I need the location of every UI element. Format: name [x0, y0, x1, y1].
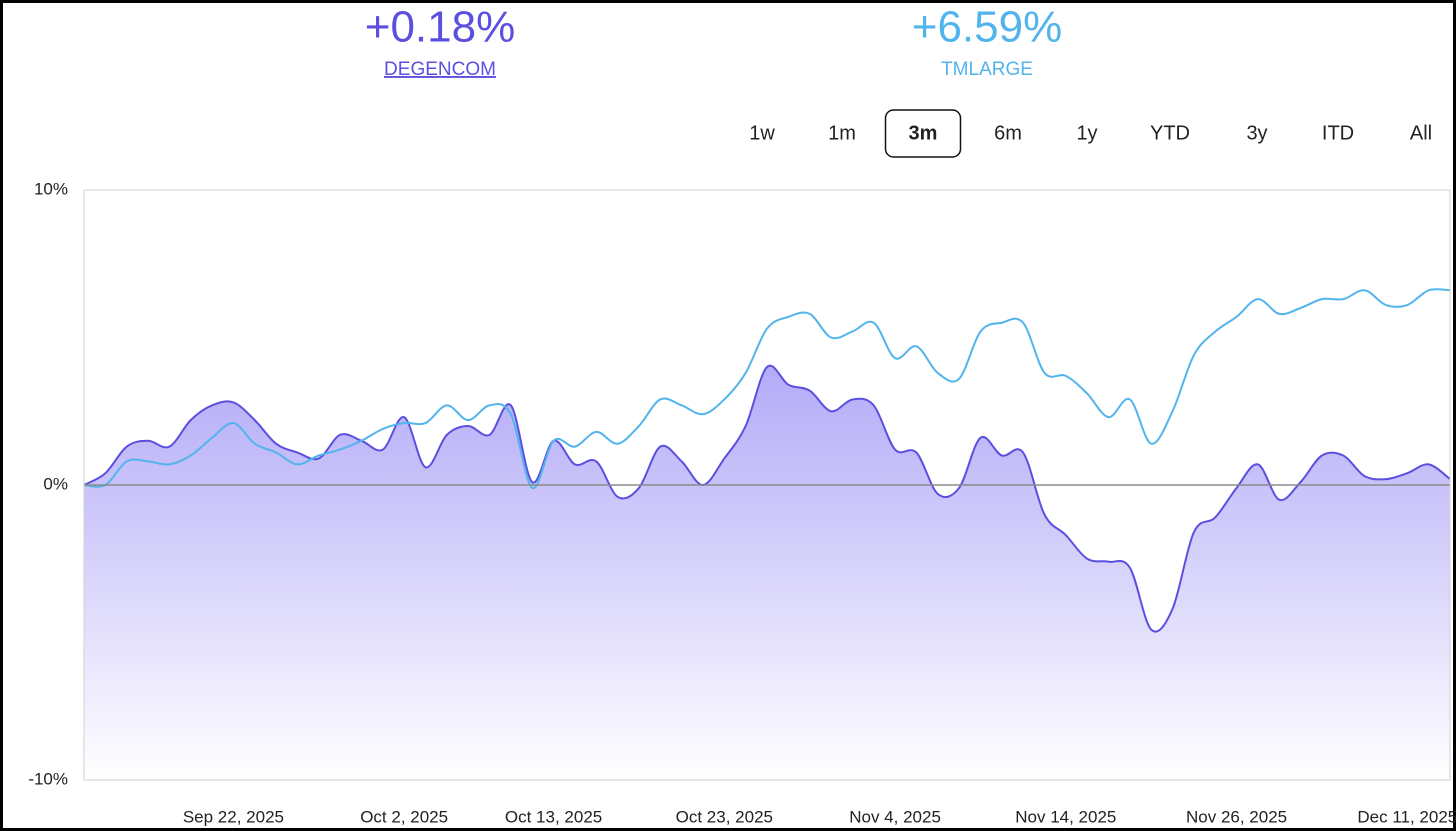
change-value: +6.59% [912, 3, 1062, 52]
period-button[interactable]: All [1410, 122, 1432, 144]
y-tick-label: -10% [28, 769, 68, 788]
y-tick-label: 10% [34, 179, 68, 198]
series-line [84, 364, 1450, 633]
period-button[interactable]: 1y [1076, 122, 1097, 144]
y-tick-label: 0% [43, 474, 68, 493]
series-name[interactable]: DEGENCOM [384, 59, 496, 80]
x-tick-label: Oct 2, 2025 [360, 807, 448, 826]
period-button[interactable]: 3m [909, 122, 938, 144]
period-button[interactable]: 3y [1246, 122, 1267, 144]
x-tick-label: Oct 13, 2025 [505, 807, 602, 826]
period-selected [884, 109, 962, 158]
series-name: TMLARGE [941, 59, 1033, 80]
period-button[interactable]: 1w [749, 122, 775, 144]
x-tick-label: Nov 26, 2025 [1186, 807, 1287, 826]
x-tick-label: Nov 14, 2025 [1015, 807, 1116, 826]
period-button[interactable]: 6m [994, 122, 1022, 144]
series-line [84, 288, 1450, 489]
change-value: +0.18% [365, 3, 515, 52]
x-tick-label: Nov 4, 2025 [849, 807, 941, 826]
period-button[interactable]: YTD [1150, 122, 1190, 144]
x-tick-label: Oct 23, 2025 [676, 807, 773, 826]
period-button[interactable]: ITD [1322, 122, 1354, 144]
area [84, 365, 1450, 780]
period-button[interactable]: 1m [828, 122, 856, 144]
x-tick-label: Dec 11, 2025 [1357, 807, 1456, 826]
x-tick-label: Sep 22, 2025 [183, 807, 284, 826]
